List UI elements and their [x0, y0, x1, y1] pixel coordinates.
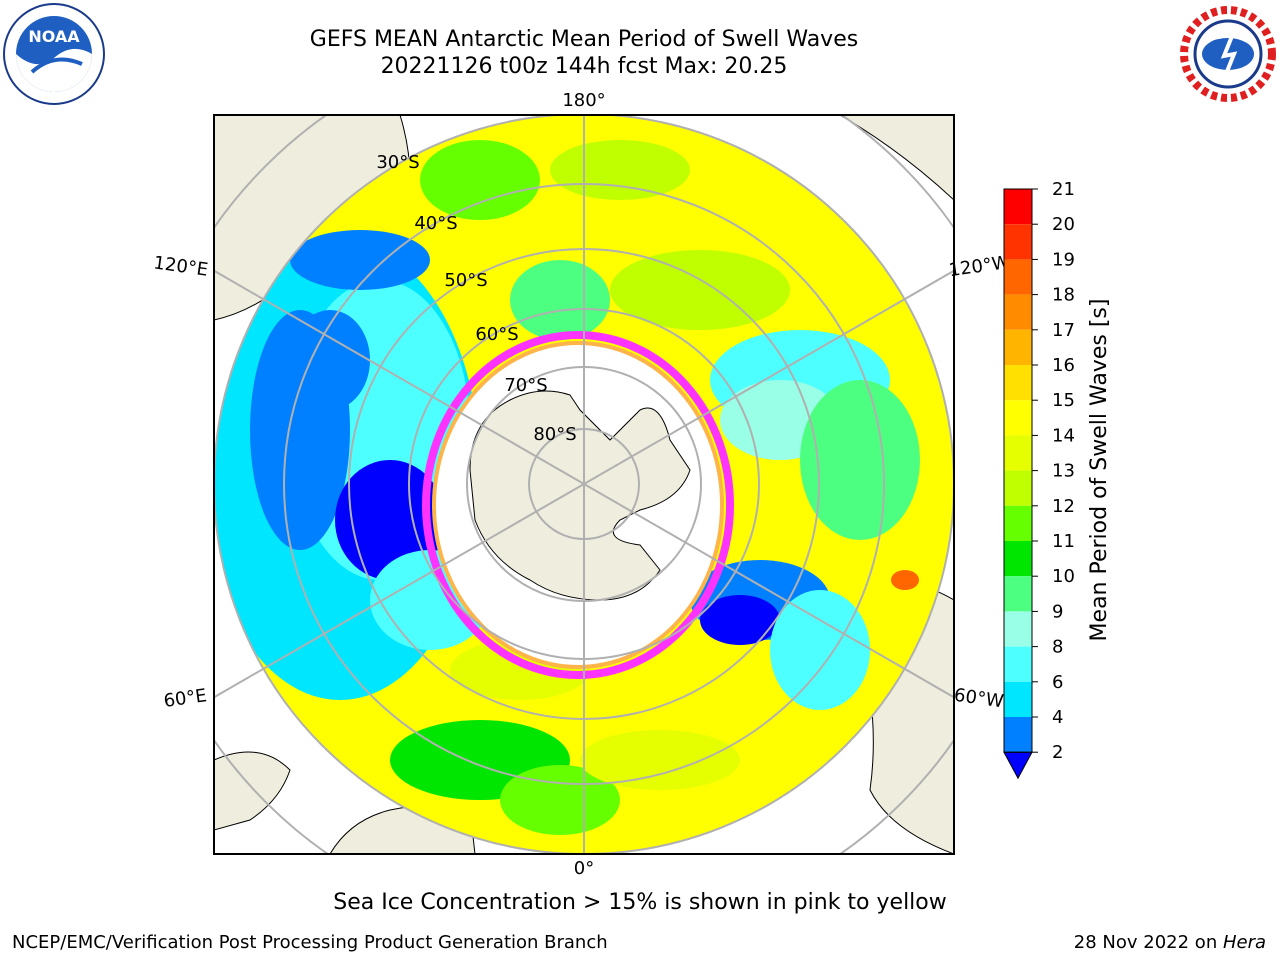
colorbar-band	[1004, 541, 1032, 577]
colorbar-tick-label: 15	[1052, 390, 1075, 411]
colorbar-tick-label: 13	[1052, 461, 1075, 482]
continent-land	[214, 751, 291, 831]
colorbar-band	[1004, 294, 1032, 330]
colorbar-tick-label: 14	[1052, 425, 1075, 446]
lat-label-70s: 70°S	[504, 375, 547, 396]
colorbar-band	[1004, 505, 1032, 541]
lon-label-60e: 60°E	[162, 685, 208, 712]
lon-label-0: 0°	[574, 858, 594, 879]
colorbar-tick-label: 18	[1052, 285, 1075, 306]
lat-label-60s: 60°S	[475, 324, 518, 345]
colorbar-band	[1004, 470, 1032, 506]
lat-label-40s: 40°S	[414, 213, 457, 234]
colorbar-band	[1004, 681, 1032, 717]
sea-ice-caption: Sea Ice Concentration > 15% is shown in …	[333, 890, 947, 915]
colorbar-band	[1004, 717, 1032, 753]
footer-credit: NCEP/EMC/Verification Post Processing Pr…	[12, 932, 608, 953]
colorbar-band	[1004, 365, 1032, 401]
colorbar-tick-label: 8	[1052, 637, 1063, 658]
lon-label-180: 180°	[562, 90, 605, 111]
colorbar-tick-label: 2	[1052, 742, 1063, 763]
colorbar-tick-label: 17	[1052, 320, 1075, 341]
colorbar-tick-label: 20	[1052, 214, 1075, 235]
colorbar-tick-label: 12	[1052, 496, 1075, 517]
lon-label-120e: 120°E	[152, 252, 209, 280]
nws-seal-icon	[1177, 3, 1279, 105]
lat-label-50s: 50°S	[444, 270, 487, 291]
colorbar-band	[1004, 400, 1032, 436]
colorbar-tick-label: 11	[1052, 531, 1075, 552]
footer-host: Hera	[1222, 932, 1266, 953]
colorbar-extend-arrow	[1003, 751, 1033, 780]
colorbar-tick-label: 4	[1052, 707, 1063, 728]
colorbar-tick-label: 16	[1052, 355, 1075, 376]
map-frame	[213, 114, 955, 855]
colorbar-band	[1004, 329, 1032, 365]
colorbar-band	[1004, 576, 1032, 612]
colorbar-tick-label: 6	[1052, 672, 1063, 693]
antarctica-land	[469, 390, 691, 601]
colorbar-tick-label: 19	[1052, 249, 1075, 270]
footer-date: 28 Nov 2022 on Hera	[1074, 932, 1266, 953]
colorbar-band	[1004, 435, 1032, 471]
title-line-2: 20221126 t00z 144h fcst Max: 20.25	[380, 54, 788, 79]
noaa-logo-text: NOAA	[28, 27, 80, 46]
colorbar-tick-label: 9	[1052, 601, 1063, 622]
colorbar-label: Mean Period of Swell Waves [s]	[1087, 299, 1112, 642]
colorbar-tick-label: 10	[1052, 566, 1075, 587]
colorbar-band	[1004, 646, 1032, 682]
sea-ice-edge	[422, 331, 734, 679]
title-line-1: GEFS MEAN Antarctic Mean Period of Swell…	[309, 27, 859, 52]
footer-date-text: 28 Nov 2022 on	[1073, 932, 1223, 953]
lat-label-80s: 80°S	[533, 424, 576, 445]
lon-label-120w: 120°W	[947, 252, 1011, 281]
colorbar-band	[1004, 224, 1032, 260]
noaa-seal-icon: NOAA	[3, 3, 105, 105]
colorbar-band	[1004, 611, 1032, 647]
colorbar-band	[1004, 259, 1032, 295]
lon-label-60w: 60°W	[953, 685, 1005, 713]
lat-label-30s: 30°S	[376, 152, 419, 173]
colorbar: 21 20 19 18 17 16 15 14 13 12 11 10 9 8 6 4 2	[1003, 179, 1075, 780]
meridian-lines	[214, 115, 954, 854]
colorbar-tick-label: 21	[1052, 179, 1075, 200]
colorbar-band	[1004, 189, 1032, 225]
